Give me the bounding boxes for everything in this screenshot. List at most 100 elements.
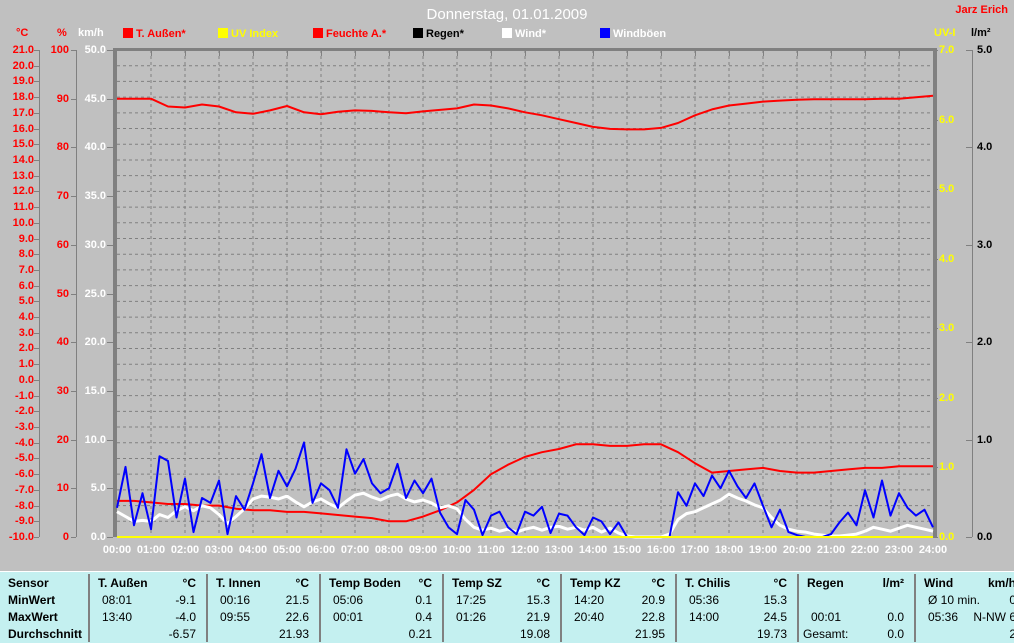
column-separator xyxy=(914,574,916,642)
hour-tick-top xyxy=(627,51,628,56)
axis-label-temperature: -2.0 xyxy=(15,405,34,418)
table-cell-value: 2 xyxy=(1009,627,1014,641)
time-label: 19:00 xyxy=(748,544,778,556)
axis-label-temperature: 15.0 xyxy=(12,138,34,151)
axis-tick-temperature xyxy=(34,537,39,538)
axis-tick-temperature xyxy=(34,427,39,429)
axis-header-rain: l/m² xyxy=(971,27,991,39)
axis-tick-temperature xyxy=(34,207,39,209)
axis-label-temperature: 10.0 xyxy=(12,216,34,229)
axis-header-temperature: °C xyxy=(16,27,29,39)
legend-label: Regen* xyxy=(426,28,464,40)
hour-tick-top xyxy=(219,51,220,56)
legend-swatch xyxy=(413,28,423,38)
axis-tick-humidity xyxy=(71,196,76,198)
axis-line-rain xyxy=(972,50,973,537)
axis-line-humidity xyxy=(76,50,77,537)
axis-label-humidity: 60 xyxy=(56,238,69,251)
hour-tick-top xyxy=(355,51,356,56)
axis-label-temperature: 9.0 xyxy=(18,232,34,245)
axis-label-uv-index: 7.0 xyxy=(939,44,955,56)
axis-tick-temperature xyxy=(34,222,39,224)
axis-tick-wind xyxy=(107,390,113,392)
axis-label-wind: 40.0 xyxy=(84,141,106,154)
table-cell-value: 19.73 xyxy=(756,627,787,641)
legend-swatch xyxy=(123,28,133,38)
table-cell-value: 22.6 xyxy=(285,610,309,624)
axis-label-temperature: 5.0 xyxy=(18,295,34,308)
axis-tick-wind xyxy=(107,342,113,344)
axis-tick-temperature xyxy=(34,411,39,413)
hour-tick-top xyxy=(661,51,662,56)
axis-tick-temperature xyxy=(34,97,39,99)
hour-tick-top xyxy=(559,51,560,56)
table-cell-value: 21.93 xyxy=(278,627,309,641)
axis-tick-temperature xyxy=(34,474,39,476)
table-row-label: MinWert xyxy=(8,593,56,607)
axis-label-temperature: 7.0 xyxy=(18,263,34,276)
table-cell-value: 15.3 xyxy=(526,593,550,607)
axis-label-temperature: 11.0 xyxy=(13,201,34,214)
column-separator xyxy=(88,574,90,642)
axis-tick-uv-index xyxy=(933,537,938,538)
column-separator xyxy=(206,574,208,642)
axis-label-humidity: 90 xyxy=(56,92,69,105)
time-label: 12:00 xyxy=(510,544,540,556)
table-cell-value: 0 xyxy=(1009,593,1014,607)
legend-label: T. Außen* xyxy=(136,28,186,40)
time-label: 18:00 xyxy=(714,544,744,556)
axis-label-wind: 45.0 xyxy=(84,92,106,105)
table-col-header: Temp KZ xyxy=(570,576,621,590)
axis-label-uv-index: 2.0 xyxy=(939,391,955,404)
table-col-header: Temp Boden xyxy=(329,576,401,590)
plot-border-left xyxy=(113,48,117,537)
table-cell-value: N-NW 6 xyxy=(973,610,1014,624)
table-col-unit: °C xyxy=(182,576,196,590)
table-cell-time: 05:36 xyxy=(928,610,959,624)
time-label: 04:00 xyxy=(238,544,268,556)
column-separator xyxy=(442,574,444,642)
axis-label-temperature: 16.0 xyxy=(12,122,34,135)
axis-label-temperature: -1.0 xyxy=(15,389,34,402)
axis-label-temperature: 1.0 xyxy=(18,358,34,371)
table-cell-time: 08:01 xyxy=(102,593,133,607)
axis-tick-wind xyxy=(107,488,113,490)
table-cell-value: 0.0 xyxy=(887,610,904,624)
hour-tick-top xyxy=(151,51,152,56)
time-label: 08:00 xyxy=(374,544,404,556)
axis-label-rain: 2.0 xyxy=(977,336,993,349)
table-cell-value: -4.0 xyxy=(175,610,196,624)
axis-label-humidity: 0 xyxy=(62,531,69,543)
hour-tick-top xyxy=(287,51,288,56)
time-label: 01:00 xyxy=(136,544,166,556)
axis-tick-wind xyxy=(107,244,113,246)
axis-tick-temperature xyxy=(34,317,39,319)
legend-label: Feuchte A.* xyxy=(326,28,387,40)
table-col-header: T. Innen xyxy=(216,576,261,590)
series-feuchte-a xyxy=(117,94,934,131)
table-cell-value: 0.21 xyxy=(408,627,432,641)
legend-label: Windböen xyxy=(613,28,667,40)
axis-label-humidity: 10 xyxy=(56,482,69,495)
time-label: 03:00 xyxy=(204,544,234,556)
table-cell-value: 21.9 xyxy=(526,610,550,624)
summary-table: Sensor MinWert MaxWert Durchschnitt T. Außen… xyxy=(0,571,1014,643)
time-label: 21:00 xyxy=(816,544,846,556)
axis-tick-rain xyxy=(966,537,972,538)
axis-label-humidity: 40 xyxy=(56,336,69,349)
time-label: 17:00 xyxy=(680,544,710,556)
table-col-unit: l/m² xyxy=(882,576,904,590)
axis-tick-rain xyxy=(966,50,972,51)
table-col-header: Regen xyxy=(807,576,844,590)
series-t-außen xyxy=(117,443,933,523)
axis-tick-temperature xyxy=(34,332,39,334)
axis-label-temperature: 3.0 xyxy=(18,326,34,339)
table-row-label: MaxWert xyxy=(8,610,58,624)
table-col-unit: °C xyxy=(418,576,432,590)
time-label: 15:00 xyxy=(612,544,642,556)
axis-label-temperature: -3.0 xyxy=(15,421,34,434)
axis-tick-temperature xyxy=(34,159,39,161)
axis-header-humidity: % xyxy=(57,27,67,39)
axis-label-temperature: 20.0 xyxy=(12,59,34,72)
